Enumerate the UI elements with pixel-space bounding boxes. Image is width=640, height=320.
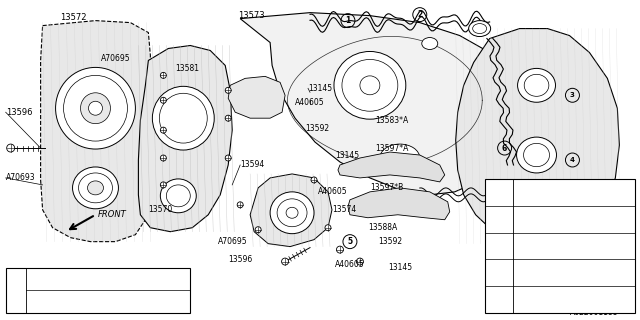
Text: 3: 3 xyxy=(497,243,502,249)
Circle shape xyxy=(161,97,166,103)
Text: FRONT: FRONT xyxy=(97,210,126,219)
Text: 13596: 13596 xyxy=(228,255,252,264)
Text: 13572: 13572 xyxy=(61,13,87,22)
Text: 6: 6 xyxy=(13,286,19,295)
Text: 13597*B: 13597*B xyxy=(370,183,403,192)
Ellipse shape xyxy=(56,68,136,149)
Polygon shape xyxy=(240,13,508,195)
Text: 13594: 13594 xyxy=(240,160,264,170)
Polygon shape xyxy=(228,76,285,118)
Polygon shape xyxy=(138,45,232,232)
Text: 5: 5 xyxy=(497,297,502,302)
Ellipse shape xyxy=(422,37,438,50)
Circle shape xyxy=(161,127,166,133)
Ellipse shape xyxy=(468,20,491,36)
Text: 1: 1 xyxy=(346,16,351,25)
Ellipse shape xyxy=(380,144,420,172)
Text: 13574: 13574 xyxy=(332,205,356,214)
Text: 13583*B: 13583*B xyxy=(520,188,556,197)
Text: A40605: A40605 xyxy=(318,188,348,196)
Polygon shape xyxy=(40,20,150,242)
Text: 13145: 13145 xyxy=(335,150,359,160)
Ellipse shape xyxy=(81,93,111,124)
Ellipse shape xyxy=(161,179,196,213)
Ellipse shape xyxy=(72,167,118,209)
Ellipse shape xyxy=(152,86,214,150)
Text: 13583*C: 13583*C xyxy=(520,215,556,224)
Text: 13145: 13145 xyxy=(308,84,332,93)
Text: 13596: 13596 xyxy=(6,108,32,117)
Ellipse shape xyxy=(88,101,102,115)
Text: 4: 4 xyxy=(570,157,575,163)
Text: 13581: 13581 xyxy=(175,64,199,73)
Ellipse shape xyxy=(516,137,557,173)
Text: A40605: A40605 xyxy=(335,260,365,269)
Ellipse shape xyxy=(518,205,554,235)
Text: 2: 2 xyxy=(497,216,502,222)
Text: 13579A: 13579A xyxy=(520,268,552,277)
Text: 3: 3 xyxy=(570,92,575,98)
Text: 5: 5 xyxy=(348,237,353,246)
Ellipse shape xyxy=(286,207,298,218)
Text: 13145: 13145 xyxy=(388,263,412,272)
Text: J10693 <'09MY0904->: J10693 <'09MY0904-> xyxy=(29,296,116,306)
Ellipse shape xyxy=(270,192,314,234)
Polygon shape xyxy=(456,28,620,244)
Text: J10645: J10645 xyxy=(520,295,548,304)
Text: A70693: A70693 xyxy=(6,173,35,182)
Text: 13588A: 13588A xyxy=(368,223,397,232)
Text: 3: 3 xyxy=(570,217,575,223)
Text: A022001188: A022001188 xyxy=(570,308,618,317)
Text: 13573: 13573 xyxy=(238,11,265,20)
Circle shape xyxy=(325,225,331,231)
Circle shape xyxy=(225,87,231,93)
Text: 13597*A: 13597*A xyxy=(375,144,408,153)
Ellipse shape xyxy=(88,181,104,195)
Circle shape xyxy=(225,115,231,121)
Text: 1: 1 xyxy=(497,189,502,196)
Circle shape xyxy=(255,227,261,233)
Bar xyxy=(484,179,635,313)
Text: 13583*A: 13583*A xyxy=(375,116,408,125)
Polygon shape xyxy=(338,152,445,182)
Circle shape xyxy=(356,258,364,265)
Circle shape xyxy=(161,182,166,188)
Circle shape xyxy=(337,246,344,253)
Circle shape xyxy=(161,155,166,161)
Circle shape xyxy=(6,144,15,152)
Text: A40605: A40605 xyxy=(295,98,324,107)
Text: A70695: A70695 xyxy=(218,237,248,246)
Circle shape xyxy=(161,72,166,78)
Ellipse shape xyxy=(334,52,406,119)
Circle shape xyxy=(225,155,231,161)
Text: 13570: 13570 xyxy=(148,205,173,214)
Polygon shape xyxy=(348,188,450,220)
Text: 6: 6 xyxy=(502,144,508,153)
Ellipse shape xyxy=(360,76,380,95)
Text: 13583*D: 13583*D xyxy=(520,242,557,251)
Bar xyxy=(6,268,190,313)
Text: 4: 4 xyxy=(497,270,502,276)
Polygon shape xyxy=(250,174,332,247)
Circle shape xyxy=(311,177,317,183)
Text: 13592: 13592 xyxy=(305,124,329,132)
Ellipse shape xyxy=(518,68,556,102)
Circle shape xyxy=(237,202,243,208)
Text: A70665 <-'09MY0904>: A70665 <-'09MY0904> xyxy=(29,276,120,284)
Text: 2: 2 xyxy=(417,10,422,19)
Text: 13592: 13592 xyxy=(378,237,402,246)
Circle shape xyxy=(282,258,289,265)
Text: 13575: 13575 xyxy=(581,213,605,222)
Text: A70695: A70695 xyxy=(100,54,130,63)
